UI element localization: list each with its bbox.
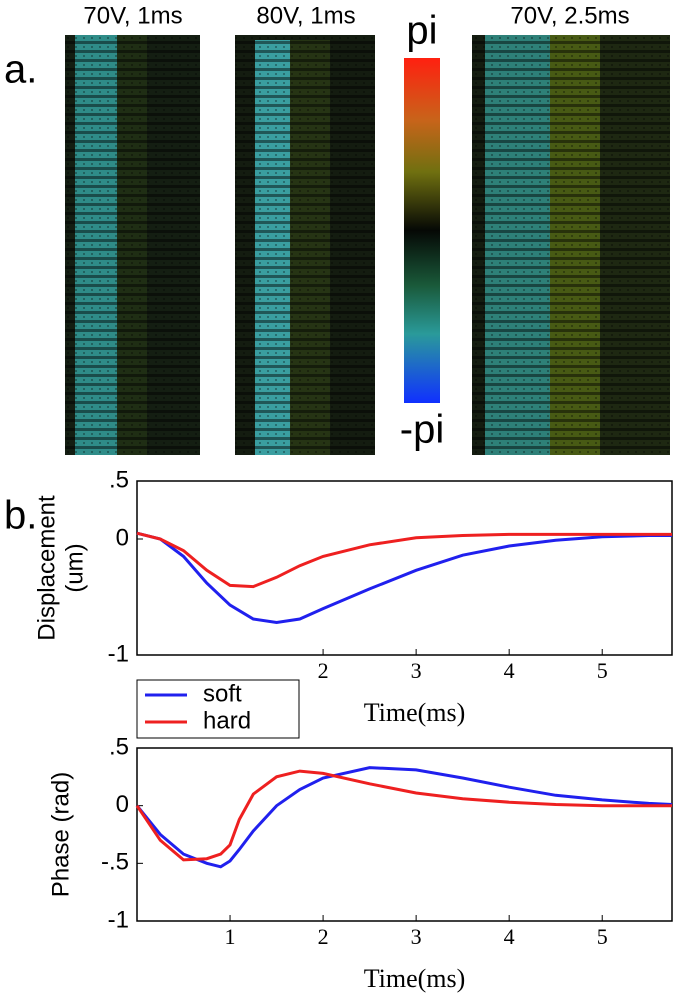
heatmap bbox=[235, 35, 375, 455]
x-axis-label: Time(ms) bbox=[364, 698, 466, 727]
series-line bbox=[136, 531, 672, 625]
y-axis-label: Phase (rad) bbox=[47, 772, 74, 897]
y-tick-label: -1 bbox=[108, 906, 129, 933]
x-tick-label: 2 bbox=[318, 658, 329, 683]
x-tick-label: 5 bbox=[597, 658, 608, 683]
legend-box bbox=[136, 679, 300, 739]
series-line bbox=[135, 769, 672, 862]
x-tick-label: 4 bbox=[504, 924, 515, 949]
x-tick-label: 3 bbox=[411, 924, 422, 949]
y-tick-label: -.5 bbox=[101, 849, 129, 876]
x-tick-label: 1 bbox=[225, 924, 236, 949]
y-tick-label: 0 bbox=[116, 524, 129, 551]
colorbar-min-label: -pi bbox=[400, 408, 444, 452]
legend-label: soft bbox=[203, 680, 242, 707]
x-tick-label: 4 bbox=[504, 658, 515, 683]
image-title: 70V, 2.5ms bbox=[510, 2, 629, 29]
x-tick-label: 2 bbox=[318, 924, 329, 949]
series-line bbox=[136, 531, 672, 589]
y-axis-label: Displacement bbox=[33, 495, 60, 641]
x-tick-label: 3 bbox=[411, 658, 422, 683]
plot-frame bbox=[136, 747, 673, 922]
panel-label: b. bbox=[4, 494, 37, 538]
colorbar-max-label: pi bbox=[406, 9, 437, 53]
series-line bbox=[135, 766, 673, 869]
y-tick-label: .5 bbox=[109, 733, 129, 760]
image-title: 70V, 1ms bbox=[83, 2, 182, 29]
y-tick-label: 0 bbox=[116, 791, 129, 818]
image-title: 80V, 1ms bbox=[256, 2, 355, 29]
y-tick-label: -1 bbox=[108, 640, 129, 667]
plot-frame bbox=[136, 480, 673, 656]
x-tick-label: 5 bbox=[597, 924, 608, 949]
x-axis-label: Time(ms) bbox=[364, 964, 466, 993]
heatmap bbox=[472, 35, 670, 455]
panel-label: a. bbox=[4, 48, 37, 92]
y-tick-label: .5 bbox=[109, 466, 129, 493]
y-axis-label: (um) bbox=[61, 543, 88, 592]
legend-label: hard bbox=[203, 707, 251, 734]
colorbar bbox=[404, 58, 440, 403]
heatmap bbox=[65, 35, 200, 455]
